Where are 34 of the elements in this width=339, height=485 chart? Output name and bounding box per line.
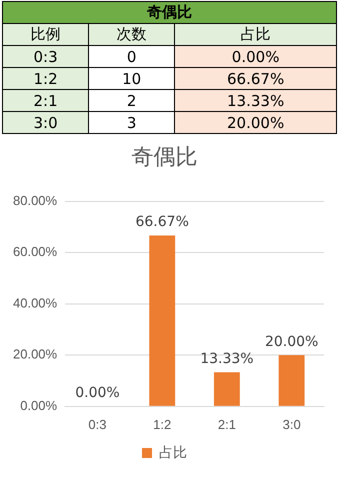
category-label: 1:2 [2, 68, 89, 90]
data-label: 10 [88, 68, 175, 90]
data-label: 13.33% [174, 90, 336, 112]
y-tick-label: 60.00% [12, 244, 58, 260]
y-tick-label: 40.00% [12, 295, 58, 310]
category-label: 3:0 [2, 112, 89, 134]
x-tick-label: 2:1 [218, 416, 236, 432]
text: 奇偶比 [2, 2, 336, 24]
category-label: 2:1 [2, 90, 89, 112]
y-tick-label: 80.00% [12, 192, 58, 208]
data-label: 2 [88, 90, 175, 112]
y-tick-label: 0.00% [20, 398, 58, 413]
data-label: 13.33% [200, 350, 254, 367]
data-label: 20.00% [264, 334, 318, 350]
text: 次数 [88, 24, 175, 46]
data-label: 0.00% [174, 46, 336, 68]
data-label: 0.00% [75, 385, 120, 402]
x-tick-label: 1:2 [153, 416, 172, 432]
data-label: 0 [88, 46, 175, 68]
bar [149, 236, 176, 406]
data-label: 20.00% [174, 112, 336, 134]
y-tick-label: 20.00% [12, 346, 58, 362]
data-label: 66.67% [174, 68, 336, 90]
bar [214, 372, 240, 406]
legend-label: 占比 [159, 444, 187, 460]
text: 比例 [2, 24, 89, 46]
category-label: 0:3 [2, 46, 89, 68]
data-label: 3 [88, 112, 175, 134]
x-tick-label: 0:3 [88, 416, 106, 432]
x-tick-label: 3:0 [282, 416, 301, 432]
series-label: 占比 [174, 24, 336, 46]
chart-title: 奇偶比 [132, 144, 198, 170]
data-label: 66.67% [135, 214, 189, 230]
bar [278, 355, 305, 406]
